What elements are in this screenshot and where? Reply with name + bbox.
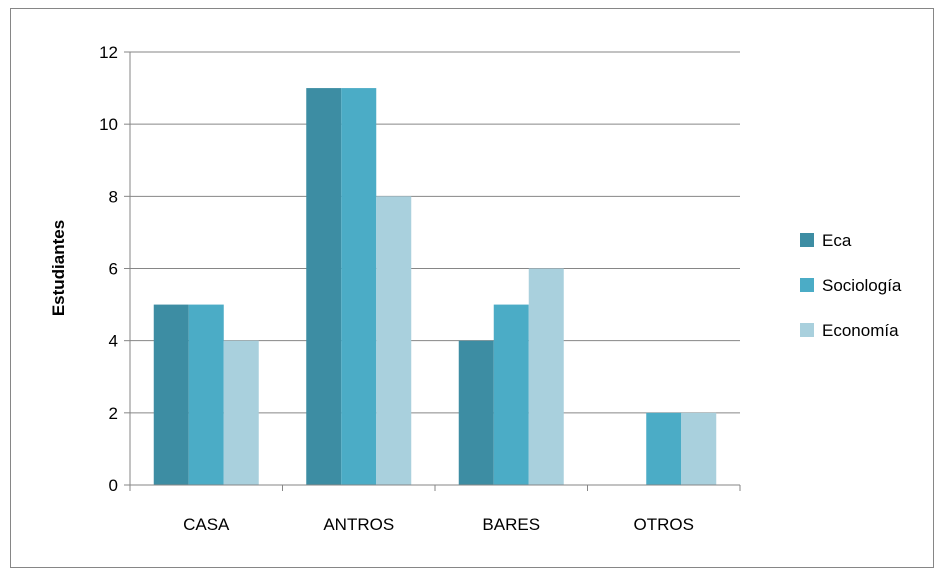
x-category-label: ANTROS <box>323 515 394 534</box>
x-category-label: BARES <box>482 515 540 534</box>
legend: Eca Sociología Economía <box>800 231 902 340</box>
bar-casa-1 <box>188 304 224 485</box>
legend-swatch <box>800 233 814 247</box>
y-tick-labels: 0 2 4 6 8 10 12 <box>99 43 118 495</box>
y-tick-label: 6 <box>109 260 118 279</box>
y-axis-title: Estudiantes <box>49 220 68 316</box>
y-tick-label: 4 <box>109 332 118 351</box>
bar-casa-0 <box>153 304 189 485</box>
y-tick-label: 0 <box>109 476 118 495</box>
bar-bares-0 <box>458 340 494 485</box>
bar-bares-2 <box>528 268 564 485</box>
bar-antros-2 <box>376 196 412 486</box>
bar-otros-1 <box>646 412 682 485</box>
legend-label: Economía <box>822 321 899 340</box>
axes <box>124 51 741 491</box>
x-category-labels: CASA ANTROS BARES OTROS <box>183 515 694 534</box>
bar-antros-0 <box>306 88 342 485</box>
y-tick-label: 8 <box>109 187 118 206</box>
y-tick-label: 2 <box>109 404 118 423</box>
bar-antros-1 <box>341 88 377 485</box>
bars <box>153 88 717 486</box>
y-tick-label: 10 <box>99 115 118 134</box>
legend-swatch <box>800 278 814 292</box>
y-tick-label: 12 <box>99 43 118 62</box>
bar-casa-2 <box>223 340 259 485</box>
legend-swatch <box>800 323 814 337</box>
bar-otros-2 <box>681 412 717 485</box>
legend-label: Sociología <box>822 276 902 295</box>
x-category-label: CASA <box>183 515 230 534</box>
bar-bares-1 <box>493 304 529 485</box>
x-category-label: OTROS <box>634 515 694 534</box>
legend-label: Eca <box>822 231 852 250</box>
